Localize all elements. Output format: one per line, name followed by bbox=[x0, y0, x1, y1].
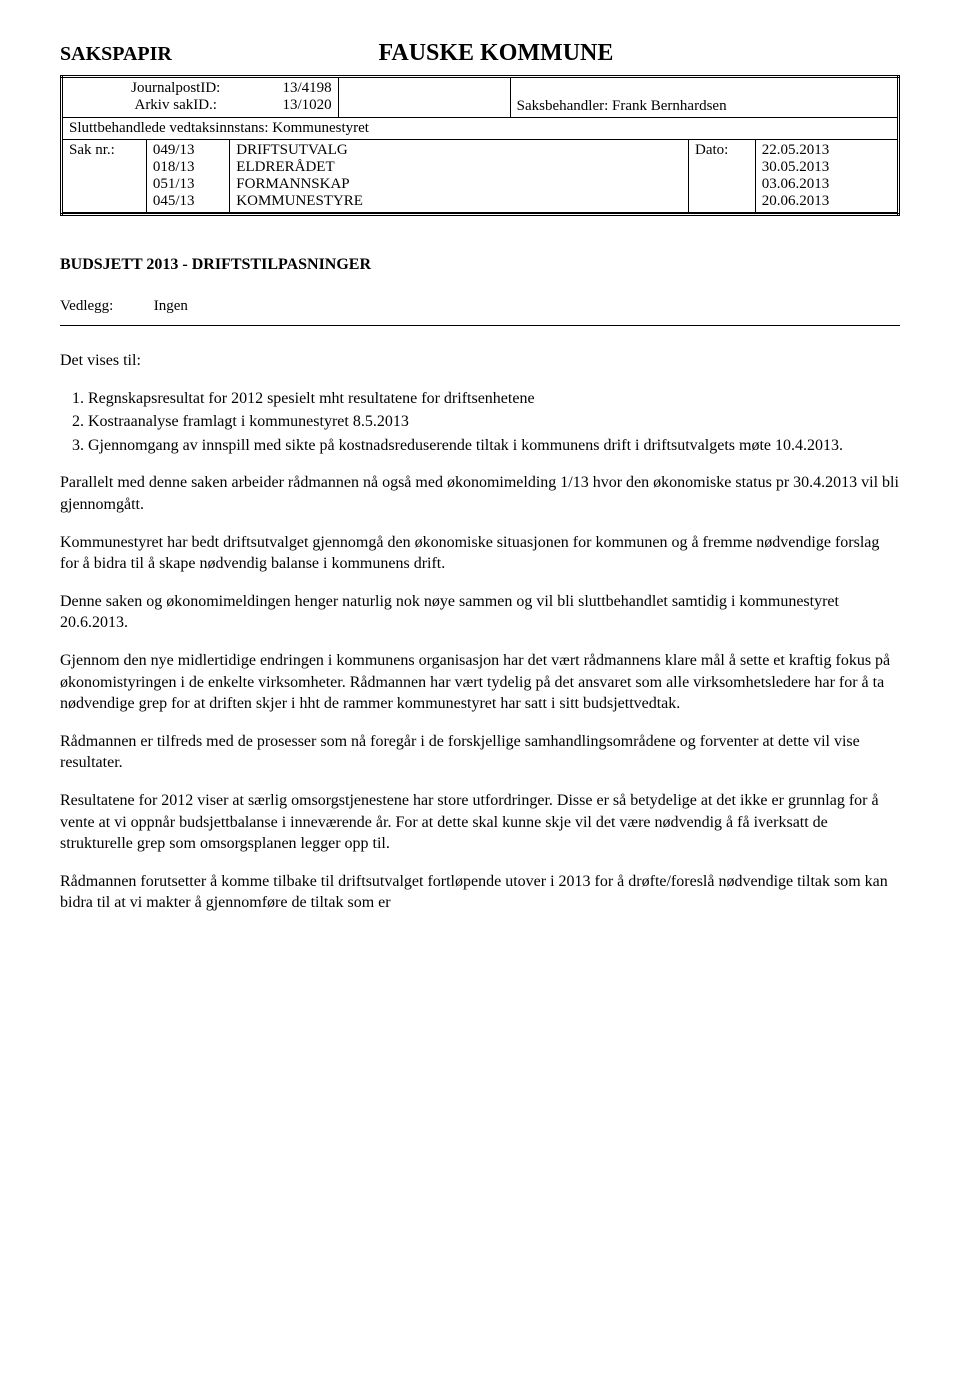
sak-table: Sak nr.: 049/13 018/13 051/13 045/13 DRI… bbox=[63, 140, 897, 213]
vedlegg-label: Vedlegg: bbox=[60, 298, 150, 315]
numbered-list: Regnskapsresultat for 2012 spesielt mht … bbox=[88, 388, 900, 457]
list-item: Regnskapsresultat for 2012 spesielt mht … bbox=[88, 388, 900, 410]
section-title: BUDSJETT 2013 - DRIFTSTILPASNINGER bbox=[60, 256, 900, 274]
body-paragraph: Rådmannen er tilfreds med de prosesser s… bbox=[60, 731, 900, 774]
body-paragraph: Kommunestyret har bedt driftsutvalget gj… bbox=[60, 532, 900, 575]
sluttbehandlede: Sluttbehandlede vedtaksinnstans: Kommune… bbox=[62, 118, 899, 140]
saksbehandler-label: Saksbehandler: bbox=[517, 98, 609, 114]
sak-dato: 20.06.2013 bbox=[762, 193, 891, 210]
page-title: FAUSKE KOMMUNE bbox=[92, 40, 900, 67]
sak-dato: 30.05.2013 bbox=[762, 159, 891, 176]
saknr-label: Sak nr.: bbox=[63, 140, 146, 213]
sak-organ: FORMANNSKAP bbox=[236, 176, 682, 193]
sak-nr: 018/13 bbox=[153, 159, 223, 176]
arkiv-label: Arkiv sakID.: bbox=[134, 97, 217, 113]
dato-label: Dato: bbox=[688, 140, 755, 213]
journalpost-value: 13/4198 bbox=[282, 80, 331, 97]
body-paragraph: Rådmannen forutsetter å komme tilbake ti… bbox=[60, 871, 900, 914]
body-paragraph: Denne saken og økonomimeldingen henger n… bbox=[60, 591, 900, 634]
divider bbox=[60, 325, 900, 326]
sak-dato: 03.06.2013 bbox=[762, 176, 891, 193]
arkiv-value: 13/1020 bbox=[282, 97, 331, 114]
vedlegg-value: Ingen bbox=[154, 298, 188, 314]
sak-nr: 051/13 bbox=[153, 176, 223, 193]
list-item: Kostraanalyse framlagt i kommunestyret 8… bbox=[88, 411, 900, 433]
sak-organ: DRIFTSUTVALG bbox=[236, 142, 682, 159]
journalpost-label: JournalpostID: bbox=[131, 80, 220, 96]
sak-organ: KOMMUNESTYRE bbox=[236, 193, 682, 210]
meta-table: JournalpostID: 13/4198 Arkiv sakID.: 13/… bbox=[60, 75, 900, 216]
sak-nr: 045/13 bbox=[153, 193, 223, 210]
sak-nr: 049/13 bbox=[153, 142, 223, 159]
body-paragraph: Gjennom den nye midlertidige endringen i… bbox=[60, 650, 900, 715]
body-paragraph: Parallelt med denne saken arbeider rådma… bbox=[60, 472, 900, 515]
vises-til: Det vises til: bbox=[60, 350, 900, 372]
sak-organ: ELDRERÅDET bbox=[236, 159, 682, 176]
saksbehandler-value: Frank Bernhardsen bbox=[612, 98, 727, 114]
body-paragraph: Resultatene for 2012 viser at særlig oms… bbox=[60, 790, 900, 855]
sak-dato: 22.05.2013 bbox=[762, 142, 891, 159]
list-item: Gjennomgang av innspill med sikte på kos… bbox=[88, 435, 900, 457]
